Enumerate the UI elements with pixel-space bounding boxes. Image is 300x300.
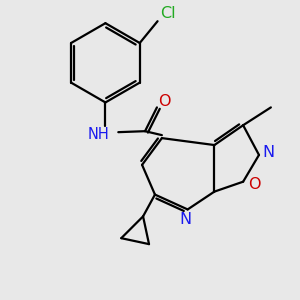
Text: N: N [263, 146, 275, 160]
Text: Cl: Cl [160, 6, 175, 21]
Text: O: O [248, 177, 260, 192]
Text: O: O [159, 94, 171, 109]
Text: N: N [180, 212, 192, 227]
Text: NH: NH [88, 127, 110, 142]
